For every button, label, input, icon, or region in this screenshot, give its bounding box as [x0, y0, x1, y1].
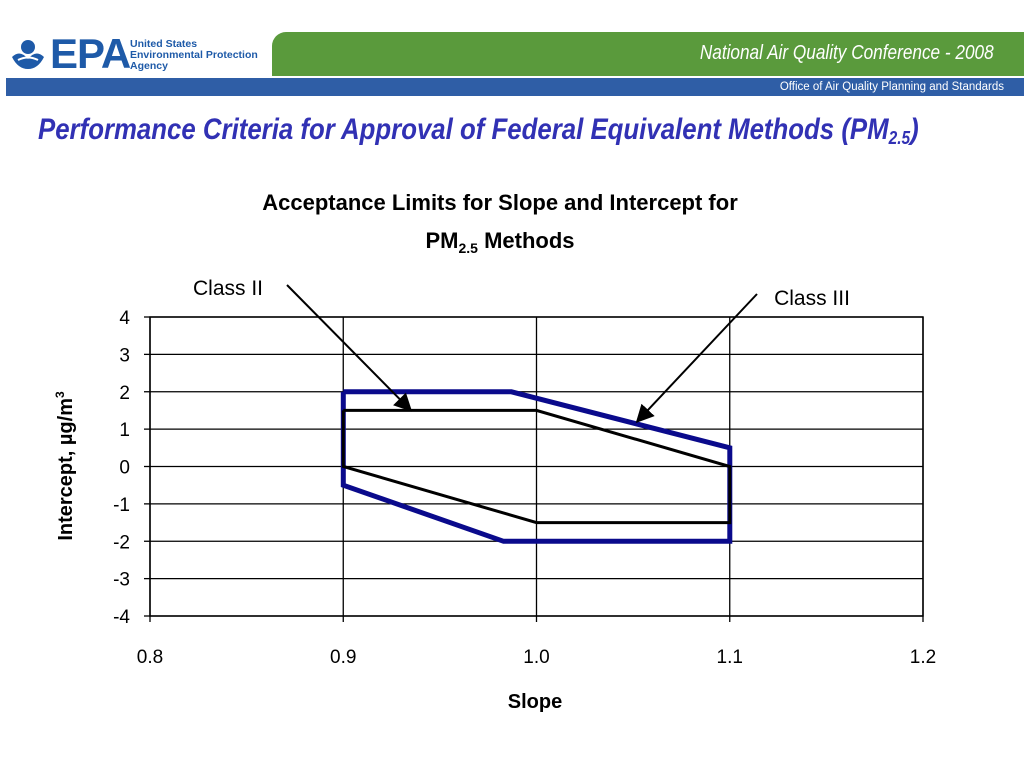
y-tick-label: 2: [119, 383, 130, 404]
chart-title-methods: Methods: [478, 228, 575, 253]
epa-logo-text: EPA: [50, 30, 131, 77]
annotation-label: Class III: [774, 287, 850, 310]
y-tick-label: -3: [113, 570, 130, 591]
chart-axes: 4 3 2 1 0 -1 -2 -3 -4 0.8 0.9 1.0 1.1 1.2: [113, 308, 936, 668]
chart-title-line-1: Acceptance Limits for Slope and Intercep…: [262, 190, 738, 215]
chart-series: [340, 389, 733, 544]
agency-line-3: Agency: [130, 60, 168, 72]
x-tick-label: 0.8: [137, 647, 163, 668]
office-name: Office of Air Quality Planning and Stand…: [779, 81, 1004, 93]
slide-title-main: Performance Criteria for Approval of Fed…: [38, 113, 889, 146]
y-tick-label: 0: [119, 458, 130, 479]
annotation-arrow: [286, 284, 413, 412]
x-tick-label: 1.2: [910, 647, 936, 668]
y-tick-label: -2: [113, 532, 130, 553]
chart-title-pm-subscript: 2.5: [458, 240, 478, 256]
y-axis-label-text: Intercept, µg/m: [55, 398, 77, 541]
chart-grid: [149, 316, 924, 617]
series-class-ii-line: [341, 408, 732, 525]
chart-title-line-2: PM2.5 Methods: [425, 228, 574, 256]
chart-annotations: Class II Class III: [193, 277, 850, 423]
x-tick-label: 1.0: [523, 647, 549, 668]
header-green-band: [272, 32, 1024, 76]
annotation-arrow: [635, 293, 758, 423]
agency-line-2: Environmental Protection: [130, 49, 258, 61]
header-blue-band: [6, 78, 1024, 96]
y-tick-label: 4: [119, 308, 130, 329]
epa-logo: EPA United States Environmental Protecti…: [8, 33, 270, 75]
conference-title: National Air Quality Conference - 2008: [700, 42, 994, 64]
epa-flower-icon: [12, 40, 44, 69]
y-tick-label: 3: [119, 345, 130, 366]
y-tick-label: -1: [113, 495, 130, 516]
series-class-iii-line: [340, 389, 733, 544]
slide-title-end: ): [910, 113, 919, 146]
agency-line-1: United States: [130, 38, 198, 50]
x-axis-label: Slope: [508, 691, 562, 713]
slide-title: Performance Criteria for Approval of Fed…: [38, 110, 919, 150]
y-axis-label-superscript: 3: [53, 391, 67, 398]
x-tick-label: 0.9: [330, 647, 356, 668]
slide-header: EPA United States Environmental Protecti…: [0, 0, 1024, 100]
chart-title-pm: PM: [425, 228, 458, 253]
slide-title-subscript: 2.5: [888, 128, 911, 148]
plot-area-frame: [149, 316, 924, 617]
annotation-label: Class II: [193, 277, 263, 300]
y-tick-label: -4: [113, 607, 130, 628]
y-axis-label: Intercept, µg/m3: [53, 391, 77, 541]
x-tick-label: 1.1: [717, 647, 743, 668]
y-tick-label: 1: [119, 420, 130, 441]
